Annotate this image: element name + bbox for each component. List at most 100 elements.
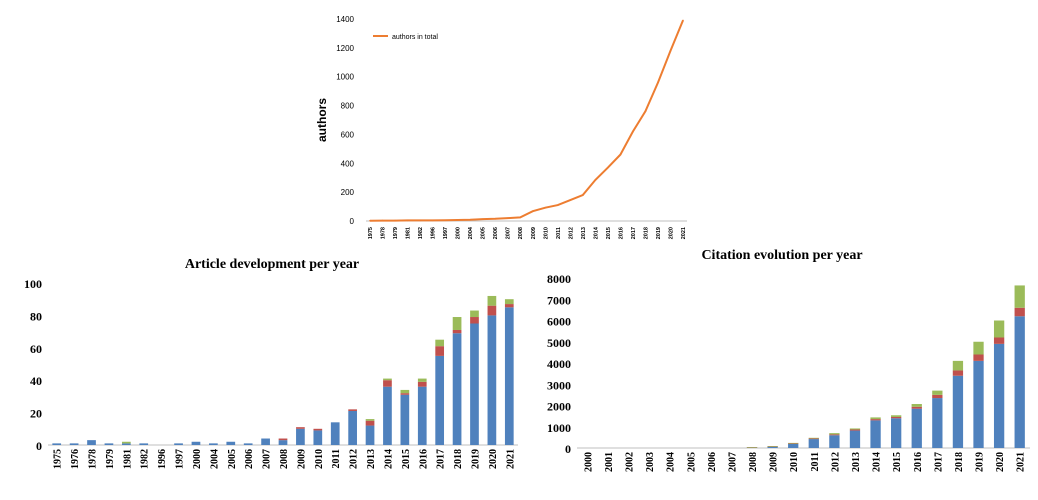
citation-bar-segment-1	[849, 430, 861, 448]
authors-data-point	[544, 206, 547, 209]
authors-x-tick-label: 2020	[668, 227, 674, 239]
citation-bar-segment-2	[993, 337, 1005, 344]
citation-bar-segment-1	[911, 408, 922, 448]
article-bar-segment-1	[191, 441, 201, 445]
article-bar-segment-3	[452, 317, 462, 330]
article-bar-segment-2	[296, 427, 305, 429]
authors-x-tick-label: 2014	[593, 226, 599, 239]
article-chart-title: Article development per year	[185, 257, 359, 272]
citation-bar-segment-3	[870, 417, 881, 420]
citation-x-tick-label: 2001	[604, 452, 615, 472]
authors-data-point	[557, 204, 559, 206]
authors-y-tick-label: 1000	[336, 73, 354, 82]
authors-x-tick-label: 2017	[631, 227, 637, 239]
article-x-tick-label: 2004	[209, 449, 220, 469]
authors-x-tick-label: 2013	[581, 227, 587, 239]
citation-x-tick-label: 2015	[892, 452, 903, 472]
citation-x-tick-label: 2004	[666, 452, 677, 472]
authors-y-tick-label: 800	[341, 102, 355, 111]
authors-x-tick-label: 2019	[656, 227, 662, 239]
citation-bar-segment-1	[993, 343, 1005, 448]
citation-chart-title: Citation evolution per year	[701, 248, 862, 263]
authors-y-tick-label: 0	[350, 217, 355, 226]
citation-bar-segment-1	[891, 418, 902, 448]
citation-bar-segment-2	[829, 434, 840, 436]
article-bar-segment-1	[400, 394, 410, 445]
article-bar-segment-1	[383, 386, 392, 445]
citation-bar-segment-3	[746, 447, 758, 448]
citation-bar-segment-2	[808, 438, 819, 440]
citation-bar-segment-3	[911, 404, 922, 407]
article-bar-segment-2	[348, 409, 357, 411]
authors-x-tick-label: 1997	[443, 227, 449, 239]
article-bar-segment-3	[435, 339, 445, 347]
article-bar-segment-3	[487, 295, 497, 306]
article-bar-segment-1	[470, 323, 479, 445]
citation-y-tick-label: 3000	[547, 378, 571, 392]
article-bar-segment-1	[504, 307, 514, 445]
authors-data-point	[632, 130, 634, 133]
article-x-tick-label: 2017	[436, 449, 447, 469]
article-bar-segment-3	[121, 441, 131, 444]
authors-x-tick-label: 1975	[368, 227, 374, 239]
citation-x-tick-label: 2000	[583, 452, 594, 472]
article-bar-segment-1	[348, 410, 357, 445]
citation-x-tick-label: 2013	[851, 452, 862, 472]
citation-bar-segment-1	[952, 375, 964, 448]
authors-line-chart: authors authors in total 0 200 400 600 800 10…	[315, 15, 687, 239]
citation-bar-segment-3	[973, 341, 984, 355]
article-bar-segment-1	[174, 443, 183, 445]
article-bar-segment-1	[261, 438, 270, 445]
authors-data-point	[682, 19, 684, 22]
authors-data-point	[519, 216, 522, 219]
authors-x-tick-label: 2007	[506, 227, 512, 239]
article-bar-segment-1	[435, 355, 445, 445]
legend-label: authors in total	[392, 34, 438, 41]
authors-y-tick-label: 600	[341, 130, 355, 139]
citation-bar-segment-2	[973, 354, 984, 361]
article-x-tick-label: 1976	[70, 449, 81, 469]
article-x-tick-label: 2007	[262, 449, 273, 469]
authors-x-tick-label: 2015	[606, 227, 612, 239]
article-y-tick-label: 0	[36, 439, 42, 453]
authors-series-line	[369, 20, 684, 222]
article-bar-segment-3	[365, 419, 375, 421]
citation-bar-segment-3	[891, 415, 902, 417]
authors-data-point	[582, 194, 584, 196]
authors-data-point	[369, 219, 371, 222]
authors-data-point	[607, 166, 609, 169]
article-bar-segment-1	[330, 422, 340, 445]
citation-bar-segment-2	[952, 370, 964, 376]
article-y-tick-label: 80	[30, 309, 42, 323]
article-bar-segment-1	[209, 443, 218, 445]
article-bar-segment-1	[121, 443, 131, 445]
citation-bar-segment-2	[1014, 307, 1025, 317]
authors-x-tick-label: 2012	[568, 227, 574, 239]
article-bar-segment-1	[69, 443, 79, 445]
citation-x-tick-label: 2020	[995, 452, 1006, 472]
authors-data-point	[481, 218, 484, 220]
article-bar-segment-1	[226, 441, 236, 445]
article-x-tick-label: 2006	[244, 449, 255, 469]
authors-x-tick-label: 2006	[493, 227, 499, 239]
article-bar-segment-1	[243, 443, 253, 445]
article-bar-segment-2	[313, 428, 323, 431]
citation-x-tick-label: 2010	[789, 452, 800, 472]
article-x-tick-label: 2012	[349, 449, 360, 469]
citation-x-tick-label: 2007	[727, 452, 738, 472]
article-x-tick-label: 1981	[122, 449, 133, 469]
citation-x-tick-label: 2018	[954, 452, 965, 472]
citation-bar-segment-2	[891, 416, 902, 419]
authors-x-tick-label: 1981	[406, 227, 412, 239]
citation-y-tick-label: 5000	[547, 336, 571, 350]
authors-x-tick-label: 2004	[468, 226, 474, 239]
citation-bar-segment-3	[1014, 285, 1025, 308]
article-bar-segment-2	[504, 304, 514, 308]
article-y-tick-label: 100	[24, 277, 42, 291]
citation-bar-segment-3	[808, 437, 819, 439]
article-bar-segment-2	[383, 380, 392, 387]
citation-bar-segment-3	[993, 320, 1005, 338]
citation-x-tick-label: 2002	[624, 452, 635, 472]
authors-y-tick-label: 1400	[336, 15, 354, 24]
